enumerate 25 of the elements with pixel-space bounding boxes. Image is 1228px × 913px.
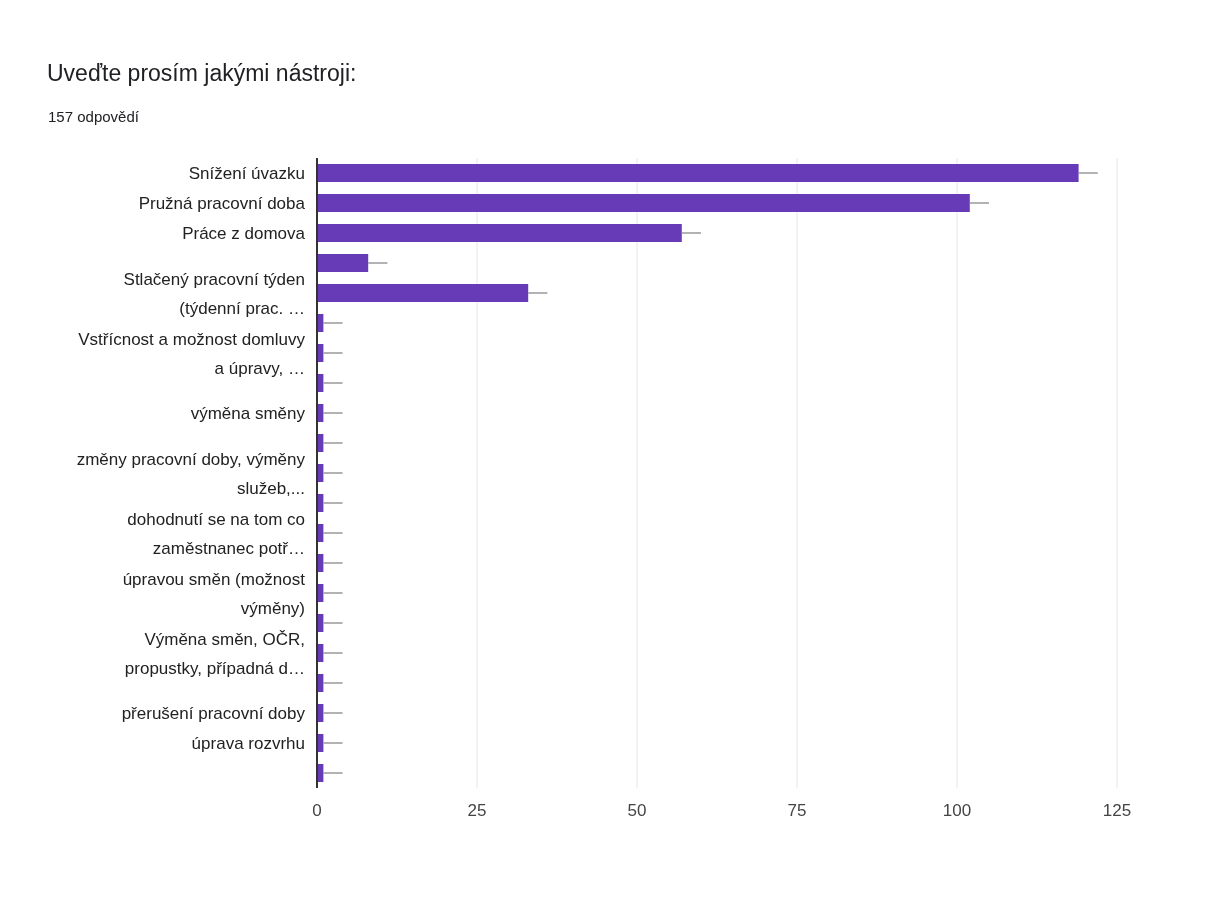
bar [317, 224, 682, 242]
y-tick-label: Výměna směn, OČR, propustky, případná d… [124, 629, 305, 677]
y-tick-label: přerušení pracovní doby [121, 703, 306, 723]
bar [317, 254, 369, 272]
x-tick-label: 0 [312, 801, 322, 821]
y-tick-label: Pružná pracovní doba [138, 193, 306, 213]
y-tick-label: dohodnutí se na tom co zaměstnanec potř… [127, 509, 305, 557]
x-tick-label: 50 [627, 801, 647, 821]
x-tick-label: 75 [787, 801, 807, 821]
y-tick-label: úprava rozvrhu [191, 733, 305, 753]
bar [317, 284, 529, 302]
x-tick-label: 125 [1102, 801, 1132, 821]
y-tick-label: Stlačený pracovní týden (týdenní prac. … [123, 269, 305, 317]
y-tick-label: Práce z domova [182, 223, 306, 243]
chart-title: Uveďte prosím jakými nástroji: [47, 60, 357, 87]
bar [317, 194, 970, 212]
x-tick-label: 100 [942, 801, 972, 821]
text: 157 odpovědí [48, 108, 139, 125]
y-tick-label: Vstřícnost a možnost domluvy a úpravy, … [78, 329, 306, 377]
y-tick-label: výměna směny [190, 403, 306, 423]
x-tick-label: 25 [467, 801, 487, 821]
y-tick-label: Snížení úvazku [188, 163, 305, 183]
y-tick-label: úpravou směn (možnost výměny) [122, 569, 306, 617]
bar [317, 164, 1079, 182]
y-tick-label: změny pracovní doby, výměny služeb,... [76, 449, 306, 497]
